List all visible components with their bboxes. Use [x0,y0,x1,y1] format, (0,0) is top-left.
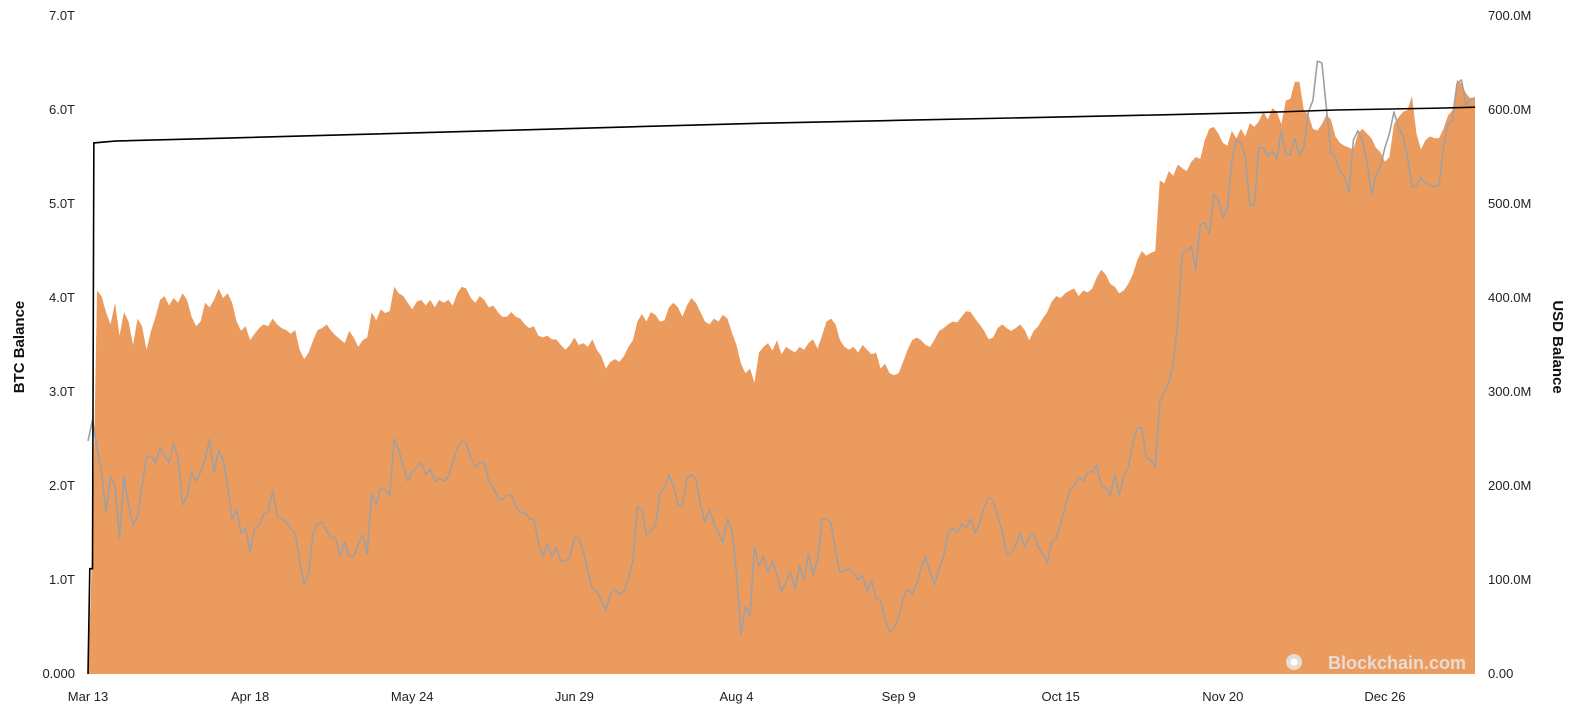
left-y-tick-label: 7.0T [49,8,75,23]
series-lines-layer [87,60,1476,675]
x-tick-label: Mar 13 [68,689,108,704]
x-tick-label: Sep 9 [882,689,916,704]
left-y-tick-label: 1.0T [49,572,75,587]
blockchain-logo-icon [1286,654,1302,670]
right-y-tick-label: 300.0M [1488,384,1531,399]
left-y-tick-label: 3.0T [49,384,75,399]
btc-balance-line [87,106,1476,675]
right-y-tick-label: 600.0M [1488,102,1531,117]
left-y-tick-label: 6.0T [49,102,75,117]
x-tick-label: Aug 4 [719,689,753,704]
x-tick-label: Oct 15 [1042,689,1080,704]
x-tick-label: Apr 18 [231,689,269,704]
right-axis-title: USD Balance [1549,300,1566,393]
left-y-tick-label: 2.0T [49,478,75,493]
axes-layer: BTC Balance USD Balance 0.000 1.0T 2.0T 3.0… [11,8,1566,704]
usd-balance-area [88,79,1475,675]
usd-balance-line [87,60,1475,636]
right-y-tick-label: 0.00 [1488,666,1513,681]
left-y-tick-label: 5.0T [49,196,75,211]
right-y-tick-label: 700.0M [1488,8,1531,23]
right-y-tick-label: 100.0M [1488,572,1531,587]
blockchain-watermark: Blockchain.com [1328,653,1466,673]
left-y-tick-label: 4.0T [49,290,75,305]
left-y-tick-label: 0.000 [42,666,75,681]
x-tick-label: Dec 26 [1364,689,1405,704]
x-tick-label: Jun 29 [555,689,594,704]
right-y-tick-label: 400.0M [1488,290,1531,305]
usd-balance-area-layer [88,79,1475,675]
x-tick-label: Nov 20 [1202,689,1243,704]
x-tick-label: May 24 [391,689,434,704]
right-y-tick-label: 200.0M [1488,478,1531,493]
left-axis-title: BTC Balance [11,301,28,394]
right-y-tick-label: 500.0M [1488,196,1531,211]
